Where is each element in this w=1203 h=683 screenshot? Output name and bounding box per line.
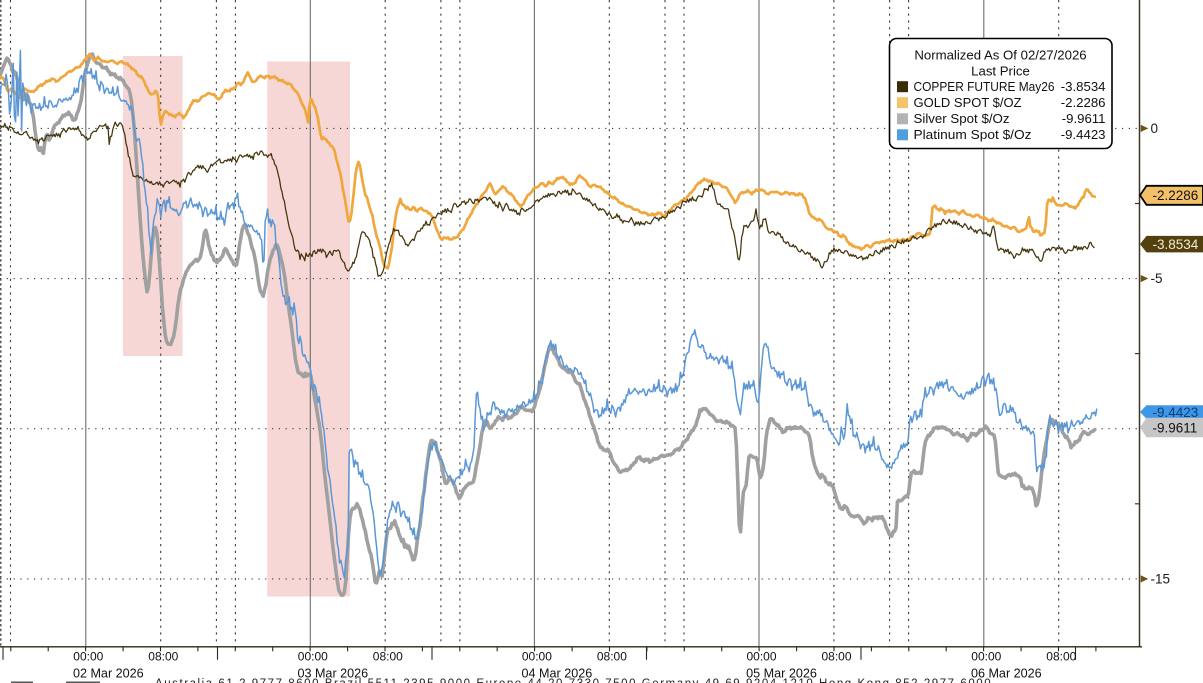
svg-text:02 Mar 2026: 02 Mar 2026 <box>73 667 144 681</box>
svg-text:08:00: 08:00 <box>821 650 851 664</box>
svg-text:Platinum Spot $/Oz: Platinum Spot $/Oz <box>914 127 1032 142</box>
svg-text:-15: -15 <box>1151 571 1171 586</box>
svg-text:08:00: 08:00 <box>148 650 178 664</box>
svg-text:00:00: 00:00 <box>746 650 776 664</box>
svg-text:-9.9611: -9.9611 <box>1153 420 1198 435</box>
svg-text:00:00: 00:00 <box>73 650 103 664</box>
svg-text:Australia 61 2 9777 8600 Brazi: Australia 61 2 9777 8600 Brazil 5511 239… <box>155 678 992 683</box>
svg-text:Silver Spot $/Oz: Silver Spot $/Oz <box>914 111 1010 126</box>
svg-text:-3.8534: -3.8534 <box>1153 237 1199 252</box>
svg-text:03 Mar 2026: 03 Mar 2026 <box>297 667 368 681</box>
svg-text:-9.4423: -9.4423 <box>1153 405 1199 420</box>
svg-text:-9.9611: -9.9611 <box>1062 111 1106 126</box>
svg-text:-9.4423: -9.4423 <box>1061 127 1106 142</box>
svg-text:Normalized As Of 02/27/2026: Normalized As Of 02/27/2026 <box>914 47 1086 62</box>
svg-text:00:00: 00:00 <box>522 650 552 664</box>
svg-text:08:00: 08:00 <box>1046 650 1076 664</box>
svg-text:-2.2286: -2.2286 <box>1061 95 1106 110</box>
svg-text:05 Mar 2026: 05 Mar 2026 <box>746 667 817 681</box>
svg-text:00:00: 00:00 <box>971 650 1001 664</box>
svg-text:GOLD SPOT $/OZ: GOLD SPOT $/OZ <box>914 95 1022 110</box>
svg-text:0: 0 <box>1151 121 1159 136</box>
svg-text:-3.8534: -3.8534 <box>1061 79 1106 94</box>
svg-text:08:00: 08:00 <box>373 650 403 664</box>
svg-text:04 Mar 2026: 04 Mar 2026 <box>522 667 593 681</box>
svg-text:COPPER FUTURE May26: COPPER FUTURE May26 <box>914 79 1055 94</box>
svg-text:Last Price: Last Price <box>971 63 1030 78</box>
svg-text:08:00: 08:00 <box>597 650 627 664</box>
svg-text:-5: -5 <box>1151 271 1163 286</box>
svg-text:00:00: 00:00 <box>298 650 328 664</box>
svg-text:06 Mar 2026: 06 Mar 2026 <box>971 667 1042 681</box>
svg-text:-2.2286: -2.2286 <box>1153 188 1199 203</box>
